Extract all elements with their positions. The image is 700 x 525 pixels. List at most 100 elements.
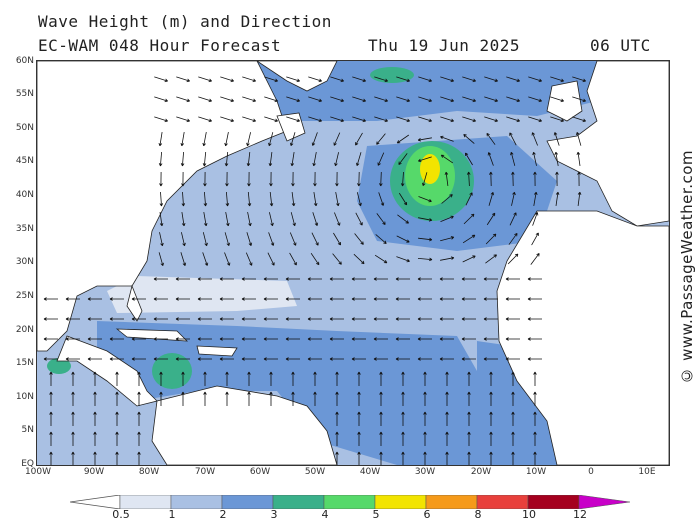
colorbar-label-5: 5 [372,508,380,521]
wave-direction-arrow [87,357,102,361]
wave-direction-arrow [440,76,454,83]
wave-direction-arrow [241,277,256,281]
wave-direction-arrow [439,297,454,301]
wave-direction-arrow [197,297,212,301]
wave-direction-arrow [484,96,498,103]
wave-direction-arrow [462,96,476,103]
colorbar-seg-7 [476,495,529,509]
lat-label-eq: EQ [21,459,34,469]
wave-direction-arrow [373,277,388,281]
wave-direction-arrow [395,317,410,321]
wave-direction-arrow [175,357,190,361]
wave-direction-arrow [49,431,53,446]
wave-direction-arrow [264,76,278,83]
wave-direction-arrow [418,96,432,103]
wave-direction-arrow [533,391,537,406]
wave-direction-arrow [511,391,515,406]
wave-direction-arrow [241,357,256,361]
wave-direction-arrow [330,76,344,83]
wave-direction-arrow [511,371,515,386]
forecast-info: EC-WAM 048 Hour Forecast Thu 19 Jun 2025… [38,36,658,56]
wave-direction-arrow [489,451,493,465]
wave-direction-arrow [307,337,322,341]
wave-direction-arrow [313,171,317,187]
wave-direction-arrow [533,371,537,386]
wave-direction-arrow [483,357,498,361]
wave-map-canvas [37,61,669,465]
wave-direction-arrow [49,411,53,426]
wave-direction-arrow [329,357,344,361]
wave-direction-arrow [528,96,542,103]
storm-core-5m [420,154,440,184]
land-british-isles [546,80,583,122]
wave-direction-arrow [418,217,433,222]
wave-direction-arrow [285,297,300,301]
wave-direction-arrow [308,76,322,83]
wave-direction-arrow [203,171,207,187]
wave-direction-arrow [530,253,540,265]
wave-direction-arrow [71,391,75,406]
lat-label-10n: 10N [15,392,34,402]
wave-direction-arrow [308,96,322,103]
wave-direction-arrow [225,391,229,406]
wave-direction-arrow [440,96,454,103]
wave-direction-arrow [463,134,475,144]
wave-direction-arrow [550,116,564,123]
wave-direction-arrow [158,151,163,167]
wave-direction-arrow [527,277,542,281]
wave-direction-arrow [87,297,102,301]
wave-direction-arrow [334,152,339,167]
wave-direction-arrow [462,234,476,244]
wave-direction-arrow [286,76,300,83]
wave-direction-arrow [577,171,581,187]
wave-direction-arrow [379,371,383,386]
wave-direction-arrow [202,151,207,167]
wave-direction-arrow [220,76,234,83]
wave-direction-arrow [49,451,53,465]
wave-direction-arrow [93,411,97,426]
wave-direction-arrow [181,171,185,187]
wave-direction-arrow [396,96,410,103]
wave-direction-arrow [423,431,427,446]
colorbar-seg-1 [170,495,223,509]
wave-direction-arrow [247,212,252,227]
wave-direction-arrow [462,255,476,263]
wave-direction-arrow [531,232,539,246]
wave-direction-arrow [329,317,344,321]
wave-direction-arrow [137,431,141,446]
wave-direction-arrow [439,337,454,341]
wave-direction-arrow [131,297,146,301]
wave-direction-arrow [396,235,410,243]
wave-direction-arrow [505,337,520,341]
wave-direction-arrow [175,317,190,321]
wave-direction-arrow [158,252,164,266]
wave-direction-arrow [181,232,186,247]
wave-direction-arrow [483,297,498,301]
wave-direction-arrow [241,297,256,301]
land-florida [126,284,143,322]
wave-direction-arrow [395,357,410,361]
wave-direction-arrow [264,116,278,123]
wave-direction-arrow [423,391,427,406]
wave-direction-arrow [352,96,366,103]
wave-direction-arrow [263,337,278,341]
wave-direction-arrow [511,411,515,426]
wave-direction-arrow [71,431,75,446]
wave-direction-arrow [511,171,515,187]
wave-direction-arrow [131,317,146,321]
wave-direction-arrow [43,317,58,321]
wave-direction-arrow [533,451,537,465]
wave-direction-arrow [467,411,471,426]
wave-direction-arrow [153,357,168,361]
wave-direction-arrow [417,137,432,142]
wave-direction-arrow [379,411,383,426]
wave-direction-arrow [533,411,537,426]
credit-watermark: © www.PassageWeather.com [678,150,696,385]
wave-direction-arrow [289,232,297,246]
wave-direction-arrow [224,232,230,246]
colorbar-label-4: 4 [321,508,329,521]
wave-direction-arrow [115,371,119,386]
wave-direction-arrow [440,215,454,222]
lat-label-55n: 55N [15,89,34,99]
wave-direction-arrow [461,297,476,301]
